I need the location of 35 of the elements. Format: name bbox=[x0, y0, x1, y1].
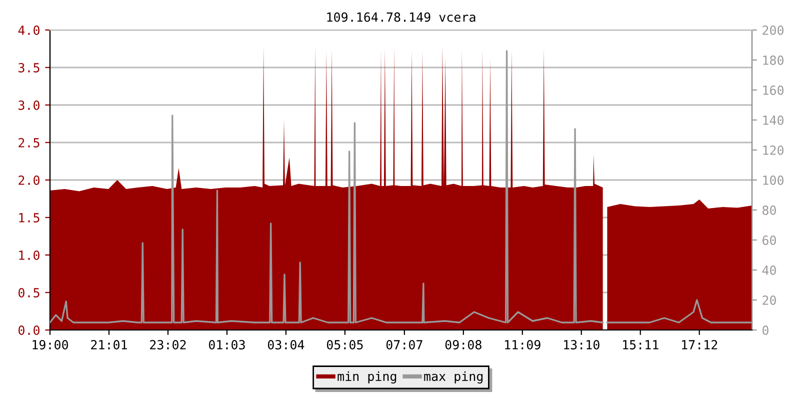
x-tick-label: 05:05 bbox=[326, 340, 363, 350]
y-tick-label: 4.0 bbox=[18, 26, 40, 35]
y-tick-label: 0.0 bbox=[18, 326, 40, 335]
y-tick-label: 1.5 bbox=[19, 213, 40, 222]
y-tick-label: 2.5 bbox=[18, 138, 40, 148]
x-tick-label: 23:02 bbox=[150, 340, 186, 350]
y2-tick-label: 20 bbox=[762, 296, 776, 305]
legend-label: max ping bbox=[424, 371, 483, 384]
y2-tick-label: 60 bbox=[762, 236, 776, 245]
y2-tick-label: 40 bbox=[762, 266, 776, 275]
x-tick-label: 11:09 bbox=[505, 340, 540, 350]
x-tick-label: 01:03 bbox=[208, 340, 245, 350]
x-tick-label: 17:12 bbox=[682, 340, 718, 350]
x-tick-label: 19:00 bbox=[32, 340, 68, 350]
y2-tick-label: 120 bbox=[763, 146, 784, 155]
legend-label: min ping bbox=[338, 371, 396, 384]
x-tick-label: 15:11 bbox=[623, 340, 658, 350]
x-tick-label: 21:01 bbox=[91, 340, 127, 350]
chart-title: 109.164.78.149 vcera bbox=[327, 12, 476, 22]
y-tick-label: 0.5 bbox=[18, 288, 40, 298]
x-tick-label: 07:07 bbox=[386, 340, 422, 350]
y2-tick-label: 100 bbox=[763, 176, 784, 185]
y2-tick-label: 80 bbox=[762, 206, 776, 215]
y-tick-label: 1.0 bbox=[19, 250, 40, 260]
y2-tick-label: 180 bbox=[763, 56, 784, 65]
y2-tick-label: 160 bbox=[763, 86, 784, 95]
y-tick-label: 2.0 bbox=[18, 176, 40, 185]
y-tick-label: 3.0 bbox=[18, 100, 40, 110]
y2-tick-label: 200 bbox=[762, 26, 784, 35]
x-tick-label: 13:10 bbox=[564, 340, 600, 350]
y-tick-label: 3.5 bbox=[18, 63, 40, 72]
x-tick-label: 03:04 bbox=[268, 340, 304, 350]
y2-tick-label: 140 bbox=[763, 116, 784, 125]
y2-tick-label: 0 bbox=[762, 326, 768, 335]
x-tick-label: 09:08 bbox=[445, 340, 482, 350]
